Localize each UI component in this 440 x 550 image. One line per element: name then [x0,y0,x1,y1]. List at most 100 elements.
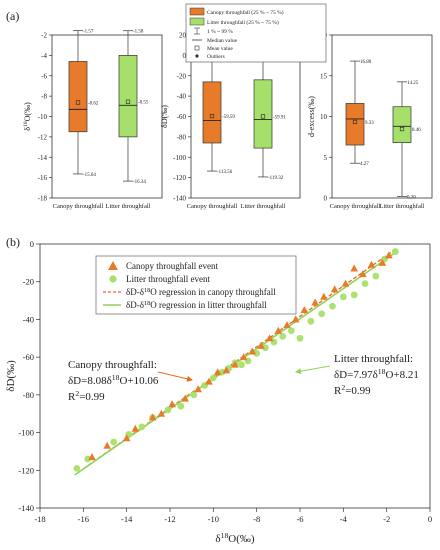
d18o-boxplot: -18 -16 -14 -12 -10 -8 -6 -4 -2 δ18O(‰) -1.57 -8.62… [23,30,163,210]
canopy-point [274,326,283,334]
plot-frame [39,243,431,509]
litter-point [190,391,198,399]
legend-litter-box-label: Litter throughfall (25 % ~ 75 %) [207,19,279,26]
x-tick-label: -12 [164,514,175,524]
canopy-point [88,453,96,461]
mean-label: -59.59 [222,115,235,120]
litter-point [164,406,172,414]
plot-frame [51,34,163,199]
x-tick-label: 0 [428,514,432,524]
litter-point [307,317,315,325]
canopy-point [378,258,387,266]
panel-label-b: (b) [6,235,20,249]
y-tick-label: -6 [41,72,47,80]
x-tick-label: -2 [383,514,390,524]
litter-point [238,361,245,369]
legend-canopy-marker [108,261,118,270]
litter-point [209,374,217,382]
max-label: 16.80 [360,60,372,65]
min-label: 4.27 [360,162,369,167]
legend-outliers-label: Outliers [207,54,225,60]
canopy-point [194,385,202,393]
x-category-label: Litter throughfall [241,203,286,210]
canopy-point [222,366,231,374]
x-tick-label: -10 [208,514,219,524]
litter-point [138,423,146,431]
x-tick-label: -8 [253,514,260,524]
y-tick-label: 0 [30,239,34,249]
mean-marker [352,119,358,125]
canopy-point [300,306,309,313]
canopy-point [103,441,111,449]
litter-point [261,344,269,352]
canopy-point [385,251,393,259]
legend-litter-swatch [189,17,205,26]
canopy-point [350,264,358,272]
litter-point [177,402,185,410]
canopy-point [213,368,222,376]
x-axis-label: δ18O(‰) [215,531,254,546]
mean-label: 8.46 [412,128,421,133]
litter-point [391,248,399,255]
min-label: -16.34 [133,180,146,185]
max-label: -1.57 [83,30,94,35]
legend-canopy-reg-label: δD-δ18O regression in canopy throughfall [126,287,276,298]
legend-litter-reg-label: δD-δ18O regression in litter throughfall [126,300,267,311]
y-tick-label: -20 [23,277,34,287]
litter-point [253,349,261,357]
mean-marker [399,126,405,132]
box [68,61,88,133]
mean-marker [260,114,266,119]
litter-point [296,334,304,342]
y-tick-label: 20 [179,32,187,40]
litter-point [372,272,380,280]
legend-litter-event-label: Litter throughfall event [126,274,210,284]
canopy-point [168,400,176,408]
y-tick-label: 15 [320,72,328,80]
y-tick-label: -140 [173,195,186,203]
litter-point [339,293,347,301]
mean-marker [75,100,81,105]
box [345,103,365,146]
x-category-label: Litter throughfall [106,203,151,210]
legend-canopy-box-label: Canopy throughfall (25 % ~ 75 %) [207,9,284,16]
legend-median-label: Median value [207,38,238,44]
canopy-point [122,434,131,442]
canopy-point [320,292,328,300]
legend-litter-marker [109,275,117,283]
litter-annotation: Litter throughfall: δD=7.97δ18O+8.21 R2=… [295,353,419,398]
canopy-point [205,377,213,385]
legend-whisker-label: 1 % ~ 99 % [207,29,233,35]
y-tick-label: -80 [23,390,34,400]
x-tick-label: -14 [121,514,133,524]
canopy-point [231,360,239,368]
canopy-annotation: Canopy throughfall: δD=8.08δ18O+10.06 R2… [68,359,193,404]
y-tick-label: -60 [177,113,187,121]
y-tick-label: -100 [173,154,186,162]
y-axis-label: δ18O(‰) [23,102,32,131]
y-tick-label: 0 [183,52,187,60]
x-tick-label: -6 [296,514,303,524]
litter-annotation-r2: R2=0.99 [334,383,371,398]
box [118,55,138,138]
x-category-label: Canopy throughfall [187,203,238,210]
litter-point [73,465,81,472]
y-tick-label: -8 [41,93,47,101]
y-tick-label: 10 [320,113,328,121]
canopy-annotation-r2: R2=0.99 [68,389,105,404]
litter-annotation-title: Litter throughfall: [334,353,413,365]
canopy-annotation-title: Canopy throughfall: [68,359,157,371]
legend-a: Canopy throughfall (25 % ~ 75 %) Litter … [185,3,327,63]
litter-annotation-arrow [295,365,331,375]
legend-a-frame [185,3,327,63]
panel-label-a: (a) [6,9,19,23]
scatter-plot: -140-120-100-80-60-40-200-18 -16 -14 -12 -10… [5,239,432,545]
legend-b: Canopy throughfall event Litter throughf… [95,255,297,315]
canopy-point [311,298,319,306]
box [253,79,273,149]
mean-marker [209,113,215,119]
legend-mean-label: Mean value [207,46,233,52]
mean-marker [125,99,131,104]
